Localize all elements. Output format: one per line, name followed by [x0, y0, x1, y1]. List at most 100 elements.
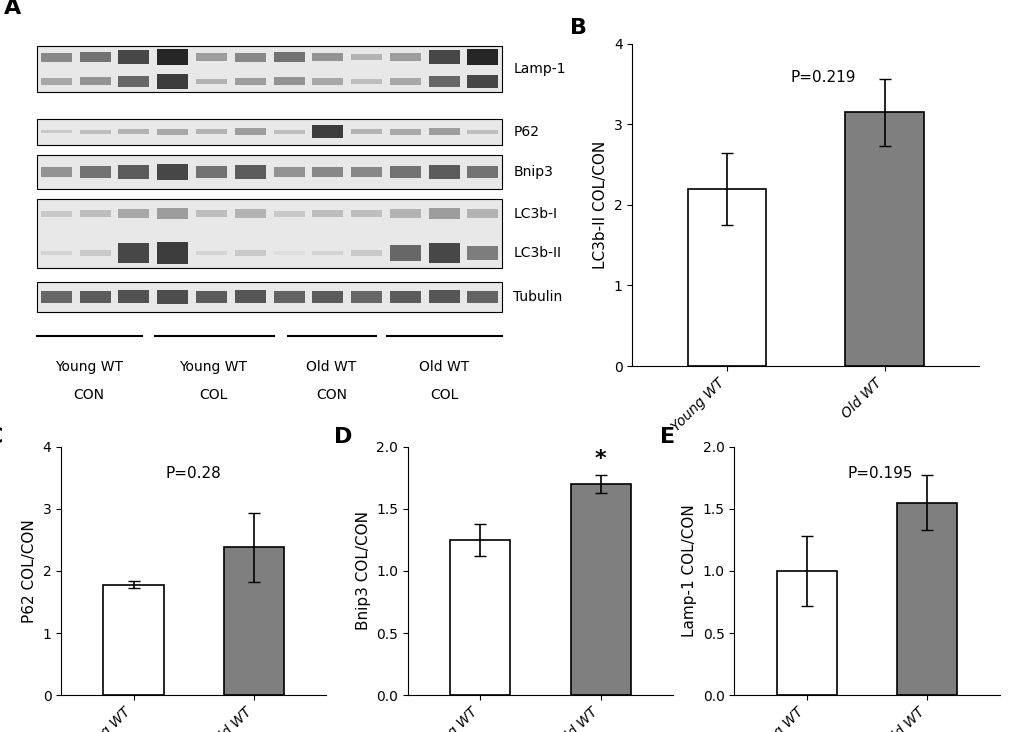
- Bar: [389, 209, 421, 218]
- Bar: [157, 242, 187, 264]
- Text: P62: P62: [513, 124, 539, 138]
- Y-axis label: Bnip3 COL/CON: Bnip3 COL/CON: [356, 512, 370, 630]
- Text: *: *: [594, 449, 606, 469]
- Bar: [687, 189, 765, 366]
- Text: CON: CON: [316, 388, 346, 403]
- Bar: [157, 290, 187, 304]
- Text: Young WT: Young WT: [179, 360, 247, 374]
- Text: Young WT: Young WT: [55, 360, 123, 374]
- Bar: [196, 166, 227, 178]
- Text: Bnip3: Bnip3: [513, 165, 552, 179]
- Bar: [467, 246, 498, 260]
- Bar: [118, 209, 149, 218]
- Bar: [428, 291, 460, 303]
- Bar: [234, 209, 266, 218]
- Bar: [41, 53, 71, 61]
- Bar: [79, 78, 110, 86]
- Bar: [775, 571, 836, 695]
- Bar: [157, 129, 187, 135]
- Bar: [428, 243, 460, 264]
- Text: COL: COL: [430, 388, 459, 403]
- Text: C: C: [0, 427, 3, 447]
- Text: P=0.28: P=0.28: [166, 466, 221, 482]
- Bar: [312, 125, 343, 138]
- Text: LC3b-I: LC3b-I: [513, 206, 556, 220]
- Bar: [389, 129, 421, 135]
- Bar: [273, 78, 305, 86]
- Bar: [428, 51, 460, 64]
- Bar: [234, 291, 266, 303]
- Text: Tubulin: Tubulin: [513, 290, 562, 304]
- Bar: [37, 199, 502, 268]
- Bar: [157, 164, 187, 180]
- Bar: [273, 130, 305, 134]
- Y-axis label: LC3b-II COL/CON: LC3b-II COL/CON: [593, 141, 607, 269]
- Bar: [41, 167, 71, 176]
- Bar: [234, 165, 266, 179]
- Bar: [312, 210, 343, 217]
- Bar: [157, 209, 187, 219]
- Bar: [41, 78, 71, 85]
- Bar: [312, 78, 343, 85]
- Text: P=0.195: P=0.195: [847, 466, 912, 482]
- Bar: [41, 291, 71, 302]
- Y-axis label: P62 COL/CON: P62 COL/CON: [22, 519, 37, 623]
- Bar: [37, 46, 502, 92]
- Text: Old WT: Old WT: [306, 360, 357, 374]
- Bar: [234, 128, 266, 135]
- Bar: [351, 250, 382, 256]
- Bar: [37, 119, 502, 145]
- Bar: [157, 49, 187, 65]
- Bar: [157, 74, 187, 89]
- Bar: [467, 130, 498, 134]
- Text: CON: CON: [73, 388, 105, 403]
- Bar: [273, 167, 305, 176]
- Bar: [467, 291, 498, 303]
- Text: LC3b-II: LC3b-II: [513, 246, 560, 260]
- Bar: [571, 484, 631, 695]
- Bar: [196, 250, 227, 255]
- Bar: [467, 49, 498, 65]
- Bar: [37, 155, 502, 189]
- Bar: [467, 166, 498, 178]
- Bar: [428, 75, 460, 87]
- Bar: [312, 291, 343, 303]
- Bar: [224, 548, 284, 695]
- Bar: [428, 209, 460, 219]
- Text: B: B: [570, 18, 586, 38]
- Bar: [351, 291, 382, 302]
- Bar: [351, 167, 382, 177]
- Text: D: D: [333, 427, 352, 447]
- Bar: [389, 166, 421, 178]
- Bar: [79, 291, 110, 303]
- Bar: [312, 53, 343, 61]
- Bar: [79, 130, 110, 134]
- Y-axis label: Lamp-1 COL/CON: Lamp-1 COL/CON: [682, 504, 696, 638]
- Bar: [79, 250, 110, 256]
- Bar: [897, 502, 957, 695]
- Bar: [79, 166, 110, 178]
- Bar: [41, 250, 71, 255]
- Bar: [234, 250, 266, 256]
- Bar: [196, 291, 227, 303]
- Bar: [389, 53, 421, 61]
- Bar: [351, 54, 382, 60]
- Text: Old WT: Old WT: [419, 360, 469, 374]
- Bar: [196, 210, 227, 217]
- Bar: [196, 129, 227, 134]
- Text: E: E: [659, 427, 675, 447]
- Bar: [196, 78, 227, 84]
- Bar: [351, 210, 382, 217]
- Bar: [428, 165, 460, 179]
- Bar: [273, 251, 305, 255]
- Bar: [312, 167, 343, 177]
- Bar: [449, 540, 510, 695]
- Bar: [234, 78, 266, 85]
- Bar: [389, 291, 421, 303]
- Text: Lamp-1: Lamp-1: [513, 62, 566, 76]
- Bar: [467, 75, 498, 89]
- Bar: [118, 290, 149, 303]
- Bar: [428, 128, 460, 135]
- Bar: [41, 211, 71, 217]
- Bar: [37, 282, 502, 312]
